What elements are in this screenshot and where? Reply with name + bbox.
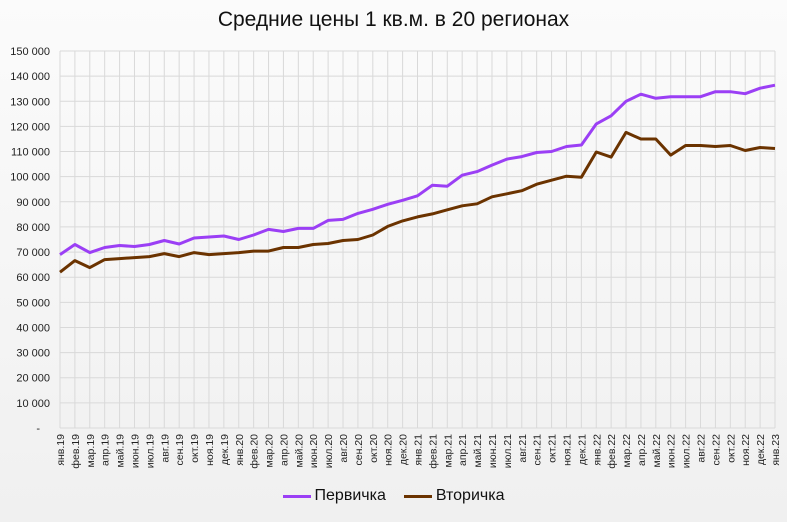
legend: Первичка Вторичка <box>0 487 787 505</box>
legend-label-primary: Первичка <box>314 487 386 504</box>
x-tick-label: июн.22 <box>666 434 678 468</box>
x-tick-label: ноя.21 <box>561 434 573 466</box>
y-tick-label: 100 000 <box>10 172 50 184</box>
y-tick-label: 140 000 <box>10 71 50 83</box>
chart-title: Средние цены 1 кв.м. в 20 регионах <box>217 8 570 31</box>
x-tick-label: дек.19 <box>219 434 231 465</box>
x-tick-label: авг.22 <box>696 434 708 463</box>
x-tick-label: фев.19 <box>70 434 82 469</box>
x-tick-label: июл.19 <box>144 434 156 468</box>
x-tick-label: мар.22 <box>621 434 633 468</box>
x-tick-label: янв.19 <box>55 434 67 466</box>
x-tick-label: июн.21 <box>487 434 499 468</box>
series-line-primary[interactable] <box>59 83 776 256</box>
x-tick-label: май.21 <box>472 434 484 468</box>
y-tick-label: 20 000 <box>16 373 50 385</box>
x-tick-label: авг.21 <box>517 434 529 463</box>
x-tick-label: фев.21 <box>427 434 439 469</box>
x-tick-label: янв.20 <box>234 434 246 466</box>
x-tick-label: мар.20 <box>264 434 276 468</box>
x-tick-label: мар.19 <box>85 434 97 468</box>
legend-label-secondary: Вторичка <box>435 487 505 504</box>
y-tick-label: 50 000 <box>16 297 50 309</box>
x-tick-label: сен.20 <box>353 434 365 466</box>
x-tick-label: фев.22 <box>606 434 618 469</box>
x-tick-label: окт.22 <box>725 434 737 463</box>
x-tick-label: мар.21 <box>442 434 454 468</box>
x-tick-label: ноя.20 <box>383 434 395 466</box>
x-tick-label: апр.21 <box>457 434 469 466</box>
x-tick-label: май.20 <box>293 434 305 468</box>
x-tick-label: май.22 <box>651 434 663 468</box>
x-tick-label: июн.20 <box>308 434 320 468</box>
y-tick-label: 40 000 <box>16 322 50 334</box>
x-tick-label: авг.20 <box>338 434 350 463</box>
legend-item-secondary[interactable]: Вторичка <box>403 487 505 505</box>
x-tick-label: апр.20 <box>278 434 290 466</box>
x-tick-label: апр.19 <box>100 434 112 466</box>
y-tick-label: 120 000 <box>10 121 50 133</box>
x-tick-label: июл.20 <box>323 434 335 468</box>
y-tick-label: 10 000 <box>16 398 50 410</box>
x-tick-label: ноя.19 <box>204 434 216 466</box>
x-tick-label: окт.19 <box>189 434 201 463</box>
x-tick-label: апр.22 <box>636 434 648 466</box>
x-tick-label: сен.21 <box>532 434 544 466</box>
legend-swatch-secondary <box>403 494 432 498</box>
x-tick-label: дек.20 <box>398 434 410 465</box>
x-tick-label: сен.19 <box>174 434 186 466</box>
x-tick-label: янв.22 <box>591 434 603 466</box>
x-tick-label: окт.20 <box>368 434 380 463</box>
y-tick-label: 30 000 <box>16 348 50 360</box>
y-tick-label: 80 000 <box>16 222 50 234</box>
x-tick-label: июл.21 <box>502 434 514 468</box>
y-tick-label: 70 000 <box>16 247 50 259</box>
y-tick-label: 110 000 <box>11 147 50 159</box>
y-tick-label: 60 000 <box>16 272 50 284</box>
x-tick-label: сен.22 <box>710 434 722 466</box>
x-tick-label: янв.23 <box>770 434 782 466</box>
x-tick-label: фев.20 <box>249 434 261 469</box>
y-tick-label: 130 000 <box>10 96 50 108</box>
x-tick-label: дек.22 <box>755 434 767 465</box>
x-tick-label: авг.19 <box>159 434 171 463</box>
legend-item-primary[interactable]: Первичка <box>282 487 386 505</box>
x-tick-label: дек.21 <box>576 434 588 465</box>
x-tick-label: ноя.22 <box>740 434 752 466</box>
legend-swatch-primary <box>282 494 311 498</box>
x-tick-label: июл.22 <box>681 434 693 468</box>
y-tick-label: - <box>36 423 40 435</box>
x-tick-label: июн.19 <box>129 434 141 468</box>
x-tick-label: окт.21 <box>547 434 559 463</box>
x-tick-label: май.19 <box>115 434 127 468</box>
series-line-secondary[interactable] <box>59 130 776 274</box>
x-tick-label: янв.21 <box>413 434 425 466</box>
y-tick-label: 150 000 <box>10 46 50 58</box>
y-tick-label: 90 000 <box>16 197 50 209</box>
